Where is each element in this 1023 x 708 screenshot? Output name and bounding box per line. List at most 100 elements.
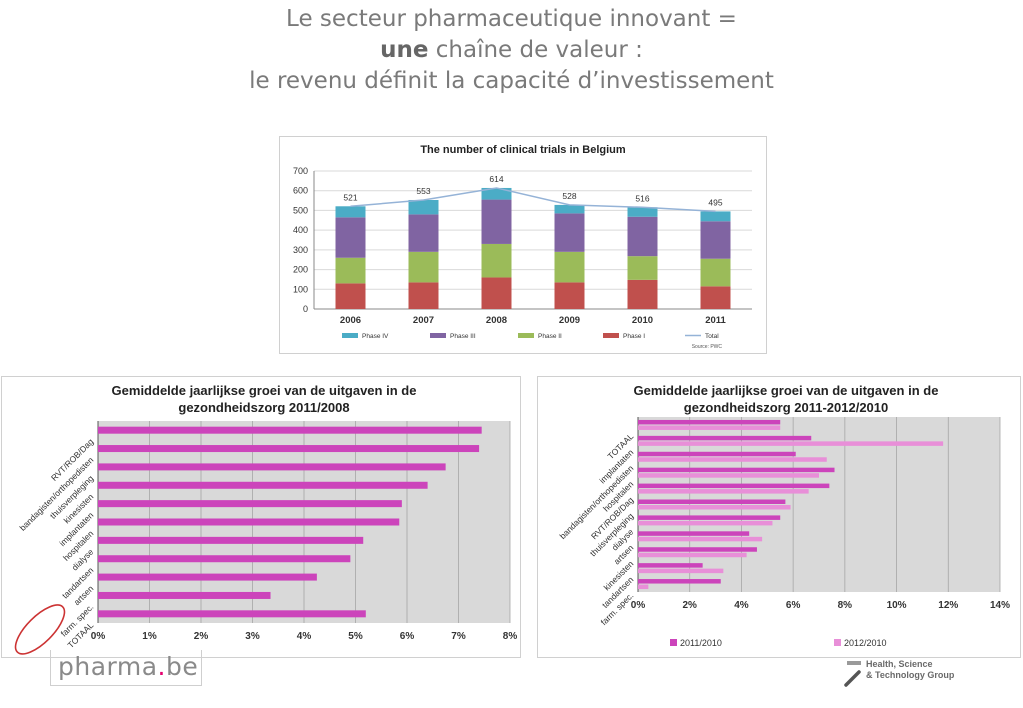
bar-segment [408, 214, 439, 252]
x-tick-label: 8% [503, 631, 518, 642]
bar-segment [554, 251, 585, 283]
data-label: 516 [635, 193, 649, 203]
bar-segment [554, 213, 585, 252]
legend-swatch [670, 639, 677, 646]
data-label: 553 [416, 186, 430, 196]
bar-segment [408, 251, 439, 283]
legend-swatch [342, 333, 358, 338]
pharma-logo-tld: be [166, 652, 199, 681]
legend-label: Phase IV [362, 333, 389, 340]
x-tick-label: 2006 [340, 315, 361, 326]
bar [638, 451, 796, 457]
bar [638, 505, 791, 510]
y-tick-label: 300 [293, 245, 308, 255]
hst-line2: & Technology Group [866, 670, 955, 680]
data-label: 528 [562, 191, 576, 201]
bar [638, 435, 812, 441]
highlight-circle [14, 604, 66, 655]
hst-group-logo-icon [844, 661, 861, 687]
bar-segment [408, 282, 439, 309]
y-tick-label: 0 [303, 304, 308, 314]
x-tick-label: 2% [194, 631, 209, 642]
clinical-trials-chart: The number of clinical trials in Belgium… [293, 144, 752, 350]
bar-segment [335, 206, 366, 218]
x-tick-label: 7% [451, 631, 466, 642]
x-tick-label: 12% [938, 600, 958, 611]
legend-swatch [834, 639, 841, 646]
bar-segment [481, 187, 512, 200]
bar-segment [335, 283, 366, 309]
x-tick-label: 2009 [559, 315, 580, 326]
growth-2011-2008-chart: Gemiddelde jaarlijkse groei van de uitga… [14, 383, 518, 655]
data-label: 614 [489, 174, 503, 184]
x-tick-label: 5% [348, 631, 363, 642]
data-label: 495 [708, 197, 722, 207]
chart-title-line1: Gemiddelde jaarlijkse groei van de uitga… [634, 383, 939, 398]
x-tick-label: 2007 [413, 315, 434, 326]
slide-title-line3: le revenu définit la capacité d’investis… [249, 68, 774, 94]
bar-segment [408, 199, 439, 215]
x-tick-label: 2008 [486, 315, 507, 326]
bar [98, 463, 446, 471]
slide-title-line1: Le secteur pharmaceutique innovant = [286, 6, 737, 32]
legend-label: Phase III [450, 333, 476, 340]
bar [98, 518, 400, 526]
hst-line1: Health, Science [866, 659, 933, 669]
bar [638, 563, 703, 568]
bar [98, 481, 428, 489]
y-tick-label: 500 [293, 205, 308, 215]
x-tick-label: 1% [142, 631, 157, 642]
bar-segment [481, 199, 512, 244]
x-tick-label: 4% [297, 631, 312, 642]
chart-title: The number of clinical trials in Belgium [420, 144, 626, 156]
bar [638, 520, 773, 526]
pharma-logo-dot: . [157, 652, 166, 681]
bar-segment [481, 277, 512, 309]
bar [98, 500, 402, 508]
bar-segment [627, 279, 658, 309]
slide-title-bold-word: une [380, 37, 429, 63]
x-tick-label: 6% [786, 600, 801, 611]
bar [638, 441, 944, 446]
bar [638, 568, 724, 574]
data-label: 521 [343, 192, 357, 202]
bar [638, 536, 763, 542]
legend-label: 2011/2010 [680, 638, 722, 648]
bar-segment [700, 221, 731, 259]
legend-label: Phase II [538, 333, 562, 340]
y-tick-label: 400 [293, 225, 308, 235]
slide-title-line2: une chaîne de valeur : [0, 35, 1023, 66]
bar [638, 515, 781, 520]
bar [638, 552, 747, 558]
bar [638, 531, 750, 536]
chart-title-line2: gezondheidszorg 2011/2008 [178, 400, 349, 415]
pharma-be-logo: pharma.be [58, 652, 198, 681]
bar-segment [481, 243, 512, 278]
growth-2011-2012-2010-chart: Gemiddelde jaarlijkse groei van de uitga… [557, 383, 1010, 648]
x-tick-label: 2% [682, 600, 697, 611]
x-tick-label: 4% [734, 600, 749, 611]
x-tick-label: 2010 [632, 315, 653, 326]
bar-segment [700, 258, 731, 287]
bar [638, 425, 781, 430]
y-tick-label: 700 [293, 166, 308, 176]
bar [98, 445, 480, 453]
x-tick-label: 3% [245, 631, 260, 642]
bar [638, 467, 835, 473]
bar-segment [627, 207, 658, 217]
x-tick-label: 8% [838, 600, 853, 611]
bar [98, 573, 317, 581]
slide-title-line2-rest: chaîne de valeur : [428, 37, 643, 63]
bar-segment [335, 217, 366, 258]
total-line [350, 187, 716, 213]
bar-segment [335, 257, 366, 284]
bar-segment [554, 204, 585, 214]
bar [98, 426, 482, 434]
x-tick-label: 2011 [705, 315, 726, 326]
bar [638, 473, 819, 478]
bar [98, 610, 366, 618]
pharma-logo-frame [50, 650, 202, 686]
y-tick-label: 200 [293, 265, 308, 275]
bar [98, 555, 351, 563]
x-tick-label: 14% [990, 600, 1010, 611]
